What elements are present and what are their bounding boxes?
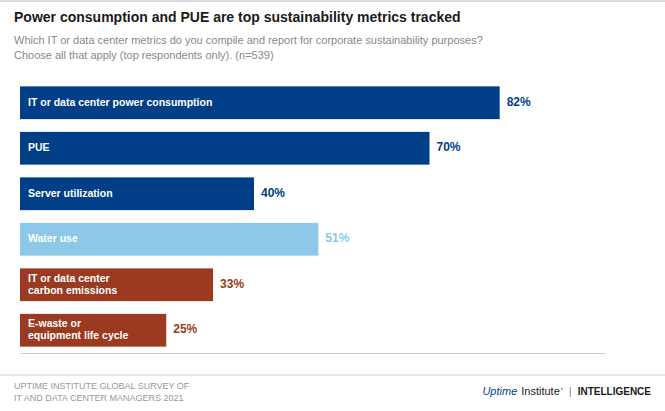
subtitle: Which IT or data center metrics do you c…	[14, 34, 483, 61]
data-label: 51%	[325, 231, 349, 245]
category-label: IT or data center power consumption	[28, 96, 212, 108]
data-label: 25%	[173, 322, 197, 336]
footer-left: UPTIME INSTITUTE GLOBAL SURVEY OFIT AND …	[14, 381, 190, 403]
bar	[20, 177, 254, 210]
footer-brand: Uptime	[482, 385, 517, 397]
footer-brand: ʼ	[561, 387, 563, 397]
category-label: E-waste orequipment life cycle	[28, 317, 129, 341]
top-rule	[0, 0, 665, 2]
x-axis-line	[21, 353, 606, 354]
bottom-rule	[0, 375, 665, 376]
bar	[20, 86, 500, 119]
title: Power consumption and PUE are top sustai…	[14, 9, 461, 25]
category-label: Water use	[28, 232, 78, 244]
footer-brand: |	[569, 385, 572, 397]
data-label: 33%	[220, 277, 244, 291]
bar	[20, 268, 213, 301]
footer-brand: Institute	[521, 385, 560, 397]
category-label: PUE	[28, 141, 50, 153]
category-label: Server utilization	[28, 187, 113, 199]
bar	[20, 314, 166, 347]
category-labels: IT or data center power consumption PUE Se…	[28, 96, 212, 342]
data-label: 70%	[437, 140, 461, 154]
x-axis	[21, 353, 606, 354]
footer-right: Uptime Instituteʼ | INTELLIGENCE	[482, 385, 651, 397]
data-label: 40%	[261, 186, 285, 200]
plot: IT or data center power consumption PUE Se…	[20, 86, 606, 353]
bars	[20, 86, 500, 346]
bar	[20, 223, 318, 256]
category-label: IT or data centercarbon emissions	[28, 272, 117, 296]
bar	[20, 132, 430, 165]
chart: Power consumption and PUE are top sustai…	[0, 0, 665, 411]
data-label: 82%	[507, 95, 531, 109]
footer-brand: INTELLIGENCE	[578, 386, 652, 397]
data-labels: 82% 70% 40% 51% 33% 25%	[173, 95, 531, 337]
